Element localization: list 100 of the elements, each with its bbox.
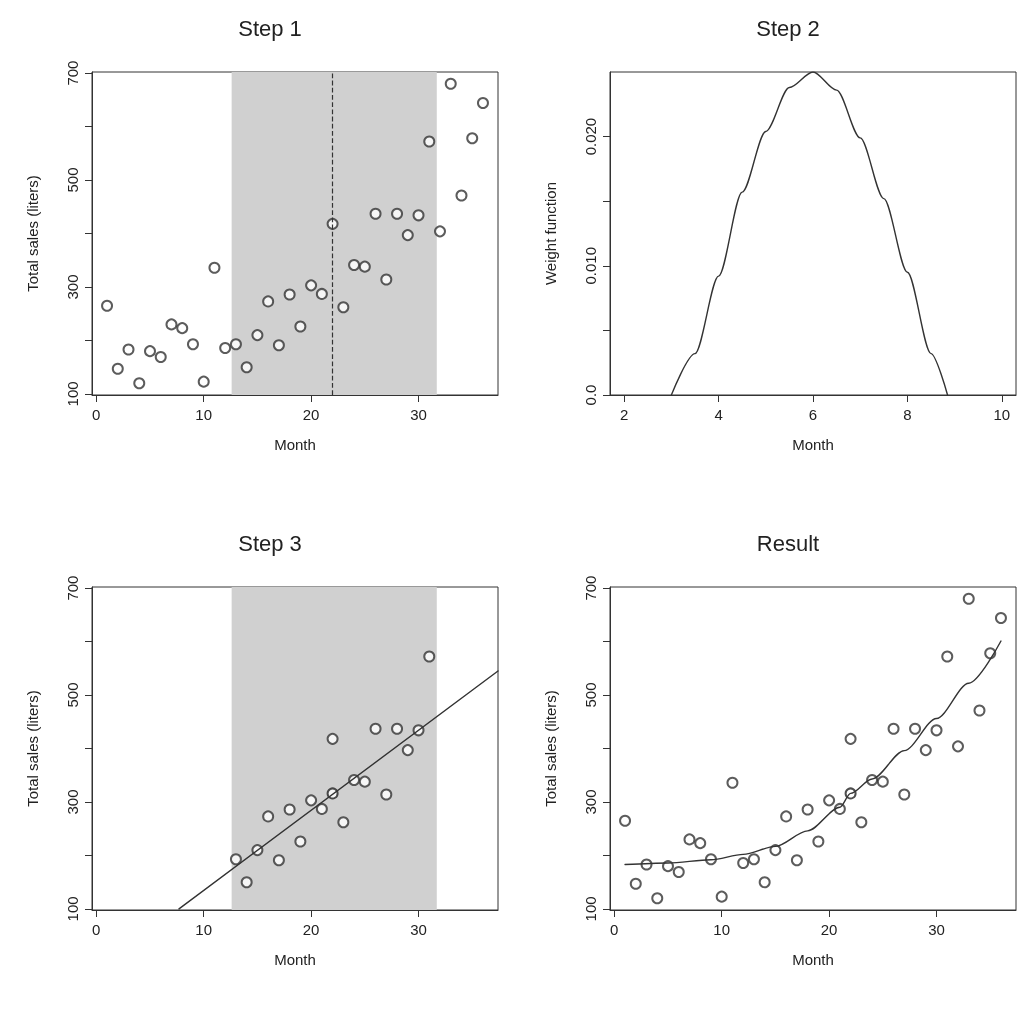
point [315,287,328,300]
point [941,650,954,663]
point [844,732,857,745]
point [780,810,793,823]
x-tick-label: 10 [195,406,213,423]
point [315,802,328,815]
x-tick-label: 10 [195,921,213,938]
point [434,225,446,238]
point [348,259,361,272]
point [715,890,728,903]
point [326,217,339,230]
chart-title: Step 1 [238,15,302,41]
x-tick-label: 10 [993,406,1011,423]
point [423,650,436,663]
point [876,775,889,788]
point [672,866,685,879]
y-axis-title: Total sales (liters) [542,690,559,807]
y-tick-label: 0.020 [582,117,599,156]
point [952,740,964,753]
chart-title: Step 2 [756,15,820,41]
y-tick-label: 500 [582,682,599,708]
x-tick-label: 8 [903,406,912,423]
chart-title: Step 3 [238,530,302,556]
point [391,207,404,220]
point [380,273,393,286]
point [962,592,975,605]
y-axis-title: Total sales (liters) [24,175,41,292]
point [919,744,932,757]
y-tick-label: 100 [64,896,81,922]
point [651,892,664,905]
point [229,338,242,351]
point [262,810,275,823]
y-tick-label: 700 [64,575,81,601]
point [476,97,489,110]
point [208,261,221,274]
point [812,835,825,848]
x-tick-label: 2 [619,406,629,423]
point [186,338,199,351]
y-tick-label: 300 [582,789,599,815]
point [240,876,253,889]
point [154,351,167,364]
point [466,132,479,145]
x-axis-title: Month [274,436,316,453]
point [747,853,760,866]
y-tick-label: 0.010 [582,247,599,285]
point [790,854,803,867]
point [444,77,457,90]
point [401,229,414,242]
x-axis-title: Month [274,951,316,968]
point [144,345,156,358]
point [737,856,750,869]
point [855,816,868,829]
chart-title: Result [756,530,820,556]
x-tick-label: 10 [713,921,731,938]
y-tick-label: 500 [64,682,81,708]
point [726,776,739,789]
point [898,788,911,801]
point [305,794,318,807]
point [369,722,382,735]
x-tick-label: 0 [92,406,101,423]
x-tick-label: 20 [302,406,320,423]
point [229,853,242,866]
point [694,837,707,850]
point [909,722,922,735]
x-tick-label: 30 [928,921,945,938]
point [823,794,836,807]
point [455,189,468,202]
y-tick-label: 100 [582,896,599,922]
point [887,722,900,735]
point [262,295,275,308]
point [197,375,210,388]
point [758,876,771,889]
point [219,341,232,354]
y-tick-label: 700 [64,60,81,86]
point [122,343,135,356]
point [930,724,943,737]
point [358,260,371,273]
point [401,744,414,757]
point [272,854,285,867]
point [283,803,296,816]
point [973,704,986,717]
point [337,816,350,829]
point [240,361,253,374]
point [619,814,632,827]
y-tick-label: 300 [64,274,81,300]
y-tick-label: 700 [582,575,599,601]
point [337,301,350,314]
point [994,612,1007,625]
point [801,803,814,816]
x-axis-title: Month [792,951,834,968]
point [423,135,436,148]
y-axis-title: Weight function [542,181,559,286]
point [369,207,382,220]
x-tick-label: 30 [410,406,427,423]
point [380,788,393,801]
point [294,320,307,333]
x-tick-label: 0 [92,921,101,938]
point [101,299,114,312]
x-tick-label: 20 [302,921,320,938]
x-tick-label: 4 [714,406,723,423]
